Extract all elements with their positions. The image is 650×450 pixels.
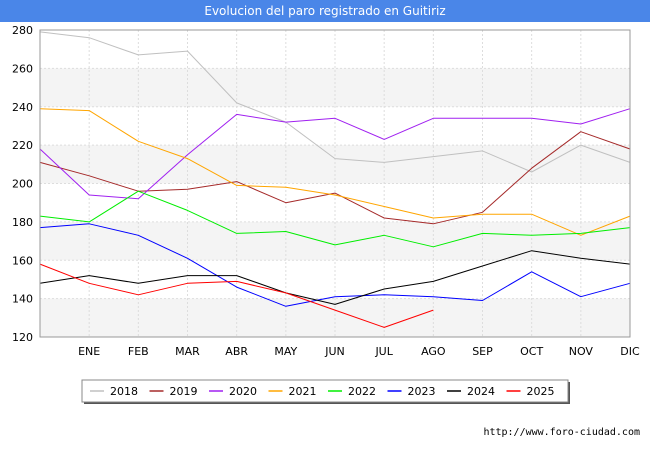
legend-label-2018: 2018 (110, 385, 138, 398)
y-tick-label: 240 (12, 101, 33, 114)
series-line-2020 (39, 108, 631, 200)
legend-label-2021: 2021 (289, 385, 317, 398)
x-tick-label: SEP (472, 345, 493, 358)
x-tick-label: ABR (225, 345, 248, 358)
y-tick-label: 180 (12, 216, 33, 229)
y-tick-label: 140 (12, 293, 33, 306)
y-tick-label: 200 (12, 178, 33, 191)
legend-label-2019: 2019 (170, 385, 198, 398)
x-tick-label: MAY (274, 345, 297, 358)
legend-box (81, 379, 569, 403)
series-line-2021 (39, 108, 631, 236)
x-tick-label: JUL (374, 345, 393, 358)
gridlines (39, 29, 631, 338)
series-line-2024 (39, 250, 631, 305)
y-tick-label: 160 (12, 254, 33, 267)
series-line-2025 (39, 263, 434, 328)
x-tick-label: NOV (569, 345, 594, 358)
grid-band (40, 221, 630, 261)
x-tick-label: OCT (520, 345, 543, 358)
source-url[interactable]: http://www.foro-ciudad.com (483, 427, 640, 438)
legend-label-2023: 2023 (408, 385, 436, 398)
series-line-2022 (39, 190, 631, 248)
x-axis-ticks: ENE FEB MAR ABR MAY JUN JUL AGO SEP OCT NOV DIC (78, 345, 640, 358)
legend: 2018 2019 2020 2021 2022 2023 2024 2025 (81, 379, 570, 404)
legend-label-2020: 2020 (229, 385, 257, 398)
y-tick-label: 280 (12, 24, 33, 37)
y-tick-label: 220 (12, 139, 33, 152)
y-axis-ticks: 120 140 160 180 200 220 240 260 280 (12, 24, 33, 344)
x-tick-label: JUN (324, 345, 345, 358)
series-lines (39, 31, 631, 328)
x-tick-label: MAR (175, 345, 200, 358)
y-tick-label: 260 (12, 62, 33, 75)
plot-border (39, 29, 631, 338)
x-tick-label: FEB (128, 345, 149, 358)
x-tick-label: ENE (78, 345, 100, 358)
series-line-2023 (39, 223, 631, 307)
x-tick-label: AGO (421, 345, 446, 358)
legend-label-2024: 2024 (467, 385, 495, 398)
chart-title: Evolucion del paro registrado en Guitiri… (0, 0, 650, 22)
legend-label-2022: 2022 (348, 385, 376, 398)
series-line-2018 (39, 31, 631, 173)
x-tick-label: DIC (620, 345, 640, 358)
axes (39, 29, 631, 338)
y-tick-label: 120 (12, 331, 33, 344)
legend-label-2025: 2025 (527, 385, 555, 398)
